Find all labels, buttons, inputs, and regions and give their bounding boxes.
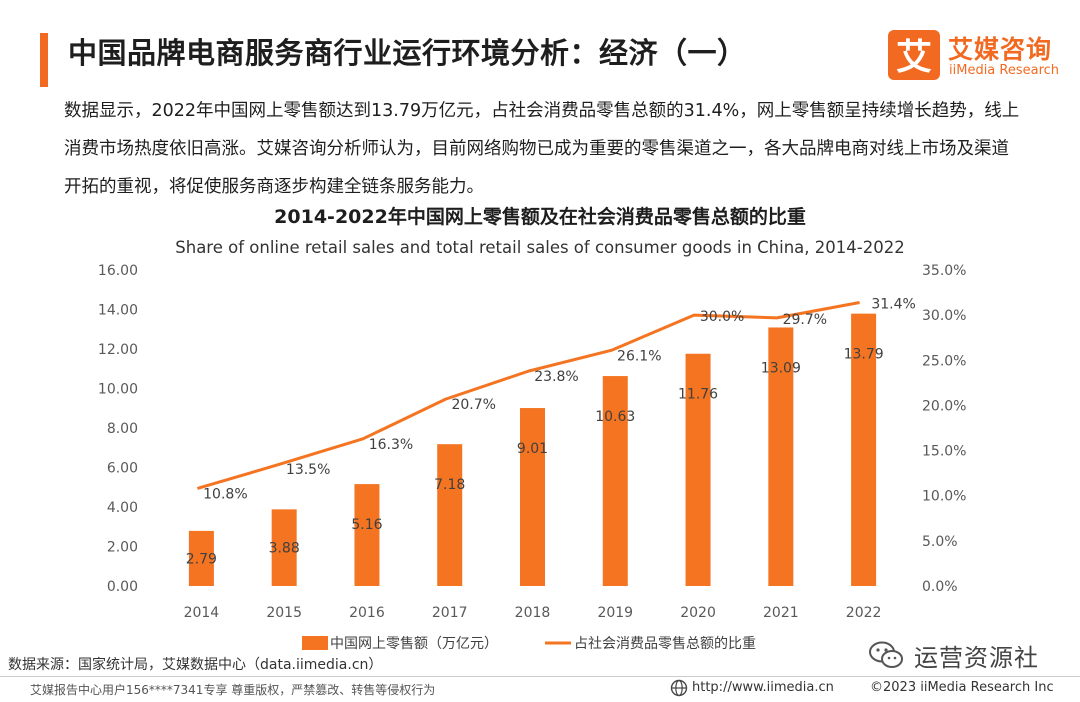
y-axis-right-tick-label: 20.0% (922, 398, 966, 414)
x-axis-tick-label: 2015 (266, 605, 302, 621)
line-data-label: 20.7% (451, 397, 495, 413)
wechat-icon (869, 641, 903, 668)
logo-text-en: iiMedia Research (949, 63, 1060, 78)
legend-line-label: 占社会消费品零售总额的比重 (574, 636, 756, 652)
y-axis-left-tick-label: 2.00 (107, 540, 138, 556)
x-axis-tick-label: 2020 (680, 605, 716, 621)
bar (188, 530, 214, 586)
bar (271, 509, 297, 586)
x-axis-tick-label: 2018 (515, 605, 551, 621)
bar-data-label: 13.79 (844, 347, 884, 363)
logo-mark: 艾 (888, 30, 940, 80)
bar (602, 376, 628, 586)
y-axis-left-tick-label: 0.00 (107, 579, 138, 595)
footer-website-link[interactable]: http://www.iimedia.cn (692, 680, 834, 695)
y-axis-right-tick-label: 10.0% (922, 489, 966, 505)
bar (354, 484, 380, 586)
legend-bar-swatch (302, 636, 328, 650)
x-axis-tick-label: 2022 (846, 605, 882, 621)
line-data-label: 13.5% (286, 462, 330, 478)
bar-data-label: 11.76 (678, 387, 718, 403)
bar (768, 327, 794, 586)
x-axis-tick-label: 2014 (184, 605, 220, 621)
footer-copyright-notice: 艾媒报告中心用户156****7341专享 尊重版权，严禁篡改、转售等侵权行为 (30, 683, 436, 697)
line-data-label: 10.8% (203, 486, 247, 502)
y-axis-right-tick-label: 35.0% (922, 263, 966, 279)
y-axis-left-tick-label: 12.00 (98, 342, 138, 358)
bar (437, 444, 463, 586)
y-axis-left-tick-label: 6.00 (107, 461, 138, 477)
bar (851, 313, 877, 586)
line-data-label: 26.1% (617, 348, 661, 364)
line-data-label: 31.4% (871, 297, 915, 313)
bar (685, 353, 711, 586)
logo-text-cn: 艾媒咨询 (948, 35, 1053, 64)
bar-data-label: 5.16 (351, 517, 382, 533)
y-axis-right-tick-label: 0.0% (922, 579, 958, 595)
data-source: 数据来源：国家统计局，艾媒数据中心（data.iimedia.cn） (8, 657, 383, 673)
brand-logo: 艾 艾媒咨询 iiMedia Research (888, 30, 1068, 82)
y-axis-left-tick-label: 14.00 (98, 303, 138, 319)
intro-paragraph: 数据显示，2022年中国网上零售额达到13.79万亿元，占社会消费品零售总额的3… (64, 101, 1020, 197)
y-axis-right-tick-label: 15.0% (922, 444, 966, 460)
bar-data-label: 2.79 (186, 551, 217, 567)
line-data-label: 23.8% (534, 369, 578, 385)
y-axis-right-tick-label: 5.0% (922, 534, 958, 550)
y-axis-left-tick-label: 10.00 (98, 382, 138, 398)
globe-icon (670, 679, 688, 697)
line-data-label: 30.0% (700, 309, 744, 325)
bar-data-label: 10.63 (595, 409, 635, 425)
bar-data-label: 7.18 (434, 477, 465, 493)
logo-mark-glyph: 艾 (896, 37, 932, 78)
y-axis-left-tick-label: 8.00 (107, 421, 138, 437)
logo-mark-icon: 艾 (896, 37, 932, 78)
line-series (196, 301, 860, 490)
title-accent-bar (40, 33, 48, 87)
x-axis-tick-label: 2016 (349, 605, 385, 621)
chart-title: 2014-2022年中国网上零售额及在社会消费品零售总额的比重 (274, 206, 806, 228)
page-title: 中国品牌电商服务商行业运行环境分析：经济（一） (68, 36, 747, 70)
footer-copyright: ©2023 iiMedia Research Inc (870, 680, 1054, 695)
bar-data-label: 3.88 (269, 541, 300, 557)
legend-bar-label: 中国网上零售额（万亿元） (330, 636, 498, 652)
x-axis-tick-label: 2017 (432, 605, 468, 621)
y-axis-left-tick-label: 16.00 (98, 263, 138, 279)
bar (520, 408, 545, 586)
watermark-text: 运营资源社 (914, 644, 1039, 672)
y-axis-left-tick-label: 4.00 (107, 500, 138, 516)
bar-data-label: 9.01 (517, 441, 548, 457)
y-axis-right-tick-label: 30.0% (922, 308, 966, 324)
x-axis-tick-label: 2019 (597, 605, 633, 621)
y-axis-right-tick-label: 25.0% (922, 353, 966, 369)
bar-data-label: 13.09 (761, 360, 801, 376)
x-axis-tick-label: 2021 (763, 605, 799, 621)
chart-subtitle: Share of online retail sales and total r… (175, 238, 905, 257)
line-data-label: 29.7% (783, 312, 827, 328)
line-data-label: 16.3% (369, 437, 413, 453)
footer-divider (0, 676, 1080, 677)
